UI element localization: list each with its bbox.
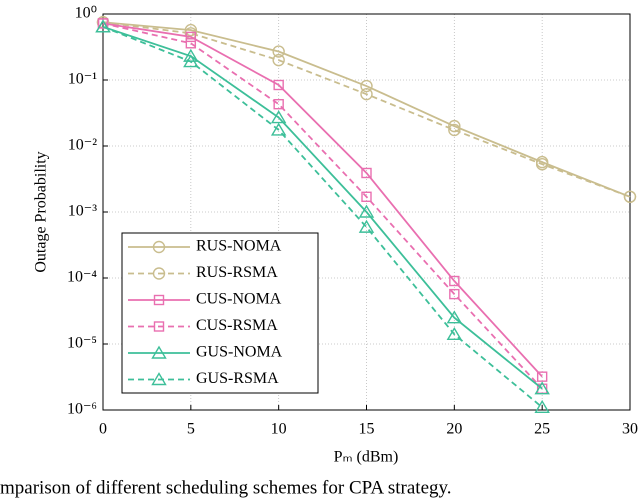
series-line <box>102 22 543 378</box>
marker <box>185 31 197 43</box>
marker <box>449 288 460 300</box>
legend: RUS-NOMA RUS-RSMA CUS-NOMA CUS-RSMA GUS-NOMA… <box>121 232 319 394</box>
legend-box <box>121 232 319 394</box>
legend-label: CUS-RSMA <box>196 317 278 334</box>
marker <box>272 53 285 67</box>
y-axis-label: Outage Probability <box>33 151 50 272</box>
marker <box>448 119 461 133</box>
marker <box>535 157 549 171</box>
y-tick-label: 10⁻⁴ <box>67 269 97 286</box>
marker <box>270 122 287 136</box>
marker <box>273 98 284 110</box>
marker <box>361 191 372 202</box>
legend-label: GUS-RSMA <box>196 370 279 387</box>
marker <box>152 240 166 254</box>
x-tick-label: 5 <box>187 421 195 438</box>
x-axis-label: Pₘ (dBm) <box>334 449 399 466</box>
marker <box>361 167 372 179</box>
marker <box>270 110 287 124</box>
marker <box>185 38 197 49</box>
y-tick-label: 10⁻³ <box>68 203 97 220</box>
marker <box>623 190 637 203</box>
plot-frame <box>102 13 631 411</box>
y-tick-label: 10⁻² <box>68 137 97 154</box>
marker <box>152 267 166 280</box>
marker <box>183 54 199 68</box>
x-tick-label: 20 <box>446 421 462 438</box>
marker <box>360 79 373 93</box>
x-tick-label: 15 <box>359 421 375 438</box>
legend-label: RUS-RSMA <box>196 264 278 281</box>
y-tick-label: 10⁰ <box>75 5 97 22</box>
y-tick-label: 10⁻⁵ <box>67 335 97 352</box>
marker <box>153 294 165 306</box>
caption: mparison of different scheduling schemes… <box>0 477 452 498</box>
marker <box>449 275 460 287</box>
series-line <box>102 21 631 198</box>
x-tick-label: 30 <box>622 421 638 438</box>
x-tick-label: 0 <box>99 421 107 438</box>
marker <box>95 19 111 33</box>
series-line <box>102 25 543 390</box>
series-line <box>102 25 543 408</box>
marker <box>446 326 463 341</box>
x-tick-label: 25 <box>534 421 550 438</box>
marker <box>448 123 461 137</box>
series-line <box>102 22 543 390</box>
series-line <box>102 21 631 198</box>
marker <box>446 310 463 324</box>
marker <box>534 399 550 413</box>
marker <box>97 18 109 29</box>
y-tick-label: 10⁻⁶ <box>67 401 97 418</box>
marker <box>534 381 550 395</box>
marker <box>151 372 167 386</box>
marker <box>358 219 375 233</box>
legend-label: GUS-NOMA <box>196 344 283 361</box>
marker <box>272 45 285 58</box>
marker <box>184 23 198 37</box>
legend-label: CUS-NOMA <box>196 291 282 308</box>
marker <box>536 371 548 382</box>
legend-label: RUS-NOMA <box>196 238 282 255</box>
y-tick-label: 10⁻¹ <box>68 71 97 88</box>
x-tick-label: 10 <box>271 421 287 438</box>
marker <box>360 87 373 101</box>
marker <box>358 204 375 218</box>
marker <box>273 79 284 91</box>
marker <box>151 345 167 359</box>
marker <box>153 321 165 332</box>
